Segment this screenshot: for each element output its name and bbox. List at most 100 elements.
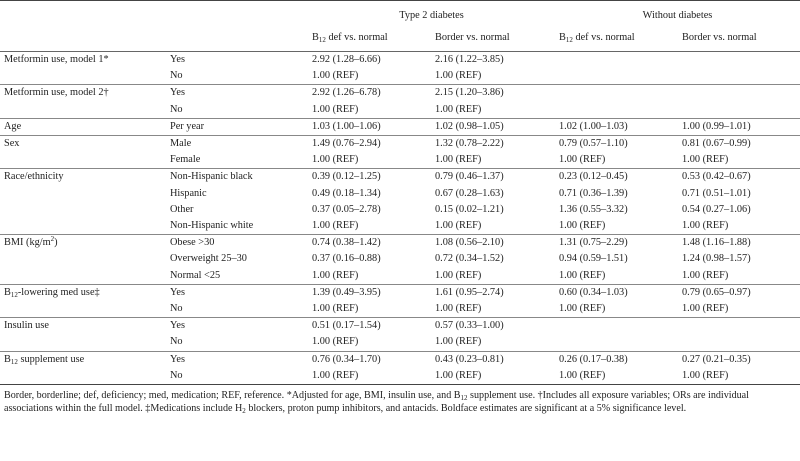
table-cell: 1.00 (REF): [435, 303, 482, 315]
table-cell: 1.00 (REF): [435, 70, 482, 82]
table-cell: [555, 84, 678, 102]
table-cell: 1.02 (0.98–1.05): [431, 117, 555, 136]
table-row: Metformin use, model 2† Yes 2.92 (1.26–6.7…: [0, 84, 800, 102]
row-category: [0, 218, 166, 235]
row-level: Hispanic: [170, 187, 207, 199]
table-cell: 1.00 (REF): [435, 154, 482, 166]
table-cell: 1.00 (REF): [312, 154, 359, 166]
table-cell: 0.81 (0.67–0.99): [678, 135, 800, 153]
table-cell: 1.00 (REF): [559, 154, 606, 166]
table-cell: [678, 52, 800, 69]
row-category: [0, 102, 166, 119]
table-row: Normal <25 1.00 (REF) 1.00 (REF) 1.00 (REF)…: [0, 268, 800, 285]
header-rule: [0, 49, 800, 52]
table-cell: 1.08 (0.56–2.10): [431, 234, 555, 252]
col-border-t2d: Border vs. normal: [435, 32, 510, 43]
table-cell: 1.02 (1.00–1.03): [555, 117, 678, 136]
row-level: Other: [170, 203, 194, 215]
row-category: [0, 202, 166, 218]
table-container: Type 2 diabetes Without diabetes B12 def…: [0, 0, 800, 415]
row-category: [0, 251, 166, 267]
row-category: [0, 334, 166, 351]
table-cell: 0.23 (0.12–0.45): [555, 168, 678, 186]
group-header-row: Type 2 diabetes Without diabetes: [0, 5, 800, 27]
row-level: Yes: [166, 317, 308, 335]
table-cell: 0.71 (0.36–1.39): [559, 187, 628, 199]
row-category: [0, 68, 166, 85]
row-category: [0, 268, 166, 285]
table-cell: 0.53 (0.42–0.67): [678, 168, 800, 186]
table-cell: 1.00 (REF): [435, 220, 482, 232]
table-row: Hispanic 0.49 (0.18–1.34) 0.67 (0.28–1.63)…: [0, 186, 800, 202]
row-level: No: [170, 336, 183, 348]
group-type2-diabetes: Type 2 diabetes: [399, 10, 464, 21]
table-row: Other 0.37 (0.05–2.78) 0.15 (0.02–1.21) 1.3…: [0, 202, 800, 218]
row-level: Yes: [166, 84, 308, 102]
table-cell: 0.54 (0.27–1.06): [682, 203, 751, 215]
odds-ratio-table: Type 2 diabetes Without diabetes B12 def…: [0, 0, 800, 388]
row-level: Obese >30: [166, 234, 308, 252]
table-cell: 2.92 (1.28–6.66): [312, 54, 381, 65]
table-cell: 1.00 (0.99–1.01): [678, 117, 800, 136]
row-category: Insulin use: [0, 317, 166, 335]
row-level: Non-Hispanic white: [170, 220, 254, 232]
table-cell: 0.71 (0.51–1.01): [682, 187, 751, 199]
table-row: Race/ethnicity Non-Hispanic black 0.39 (0.…: [0, 168, 800, 186]
table-row: Female 1.00 (REF) 1.00 (REF) 1.00 (REF) 1.00…: [0, 152, 800, 169]
table-row: B12 supplement use Yes 0.76 (0.34–1.70) 0.4…: [0, 350, 800, 368]
row-level: Male: [166, 135, 308, 153]
table-cell: 1.00 (REF): [559, 369, 606, 381]
bottom-rule: [0, 384, 800, 388]
table-cell: 0.74 (0.38–1.42): [308, 234, 431, 252]
table-row: No 1.00 (REF) 1.00 (REF) 1.00 (REF) 1.00 (RE…: [0, 368, 800, 385]
table-cell: 1.36 (0.55–3.32): [559, 203, 628, 215]
row-category: Sex: [0, 135, 166, 153]
table-row: Overweight 25–30 0.37 (0.16–0.88) 0.72 (0.…: [0, 251, 800, 267]
table-row: Metformin use, model 1* Yes 2.92 (1.28–6.6…: [0, 52, 800, 69]
row-level: No: [170, 103, 183, 115]
row-category: [0, 301, 166, 318]
table-cell: 1.49 (0.76–2.94): [308, 135, 431, 153]
table-cell: 1.00 (REF): [312, 369, 359, 381]
table-row: Insulin use Yes 0.51 (0.17–1.54) 0.57 (0.33…: [0, 317, 800, 335]
table-cell: 1.39 (0.49–3.95): [308, 283, 431, 302]
row-category: B12-lowering med use‡: [0, 283, 166, 302]
table-cell: 1.00 (REF): [682, 220, 729, 232]
table-cell: [678, 102, 800, 119]
table-cell: 1.00 (REF): [435, 369, 482, 381]
col-border-nodiab: Border vs. normal: [682, 32, 757, 43]
row-level: Overweight 25–30: [170, 253, 247, 265]
table-cell: [555, 334, 678, 351]
table-cell: 1.00 (REF): [312, 103, 359, 115]
table-cell: [678, 334, 800, 351]
table-cell: 1.00 (REF): [682, 303, 729, 315]
table-cell: 1.00 (REF): [312, 70, 359, 82]
row-level: Yes: [170, 54, 185, 65]
table-cell: [555, 102, 678, 119]
table-row: Non-Hispanic white 1.00 (REF) 1.00 (REF) 1.…: [0, 218, 800, 235]
table-cell: 0.72 (0.34–1.52): [435, 253, 504, 265]
row-category: BMI (kg/m2): [0, 234, 166, 252]
table-cell: 0.76 (0.34–1.70): [308, 350, 431, 368]
table-cell: 1.00 (REF): [559, 303, 606, 315]
table-cell: 0.37 (0.16–0.88): [312, 253, 381, 265]
table-cell: 1.00 (REF): [682, 154, 729, 166]
table-cell: 1.61 (0.95–2.74): [431, 283, 555, 302]
table-row: No 1.00 (REF) 1.00 (REF) 1.00 (REF) 1.00 (RE…: [0, 301, 800, 318]
table-cell: 1.00 (REF): [312, 269, 359, 281]
table-cell: 1.24 (0.98–1.57): [682, 253, 751, 265]
row-level: Yes: [166, 283, 308, 302]
column-header-row: B12 def vs. normal Border vs. normal B12…: [0, 27, 800, 49]
row-level: Yes: [166, 350, 308, 368]
table-cell: 0.26 (0.17–0.38): [555, 350, 678, 368]
row-level: No: [170, 369, 183, 381]
table-cell: 1.00 (REF): [682, 369, 729, 381]
table-cell: 0.94 (0.59–1.51): [559, 253, 628, 265]
table-row: No 1.00 (REF) 1.00 (REF): [0, 102, 800, 119]
table-footnote: Border, borderline; def, deficiency; med…: [4, 390, 749, 416]
table-cell: 1.31 (0.75–2.29): [555, 234, 678, 252]
table-cell: 1.00 (REF): [435, 269, 482, 281]
row-category: Metformin use, model 1*: [4, 54, 109, 65]
table-cell: 0.67 (0.28–1.63): [435, 187, 504, 199]
table-cell: [678, 317, 800, 335]
